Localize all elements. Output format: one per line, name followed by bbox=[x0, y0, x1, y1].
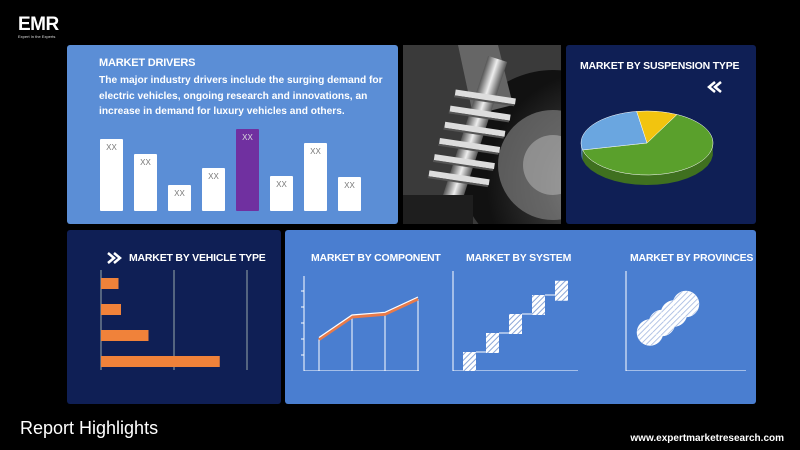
vehicle-bar-2 bbox=[101, 304, 121, 315]
driver-bar-7: XX bbox=[304, 143, 327, 211]
shock-absorber-image bbox=[403, 45, 561, 224]
driver-bar-4: XX bbox=[202, 168, 225, 211]
driver-bar-5: XX bbox=[236, 129, 259, 211]
driver-bar-3: XX bbox=[168, 185, 191, 211]
suspension-type-title: MARKET BY SUSPENSION TYPE bbox=[580, 60, 740, 72]
double-chevron-left-icon bbox=[707, 81, 722, 93]
logo-tagline: Expert In the Experts bbox=[18, 34, 56, 39]
system-title: MARKET BY SYSTEM bbox=[466, 252, 572, 264]
province-bubble-4 bbox=[672, 290, 700, 318]
system-bar-5 bbox=[555, 280, 568, 301]
component-line-shadow bbox=[318, 297, 419, 341]
system-bar-chart bbox=[452, 271, 578, 371]
segments-panel: MARKET BY COMPONENT MARKET BY SYSTEM MAR… bbox=[285, 230, 756, 404]
component-line-chart bbox=[301, 276, 419, 371]
pie-side-1 bbox=[582, 145, 713, 185]
driver-bar-2: XX bbox=[134, 154, 157, 211]
suspension-pie-chart bbox=[580, 110, 714, 185]
component-title: MARKET BY COMPONENT bbox=[311, 252, 441, 264]
vehicle-bar-4 bbox=[101, 356, 220, 367]
provinces-scatter-chart bbox=[625, 271, 746, 371]
system-bar-1 bbox=[463, 352, 476, 371]
drivers-bar-chart: XX XX XX XX XX XX XX XX bbox=[100, 129, 370, 211]
component-line bbox=[318, 296, 419, 338]
driver-bar-1: XX bbox=[100, 139, 123, 211]
suspension-type-panel: MARKET BY SUSPENSION TYPE bbox=[566, 45, 756, 224]
logo-text: EMR bbox=[18, 14, 59, 35]
report-highlights-label: Report Highlights bbox=[20, 418, 159, 438]
emr-logo[interactable]: EMR Expert In the Experts bbox=[18, 14, 59, 39]
market-drivers-panel: MARKET DRIVERS The major industry driver… bbox=[67, 45, 398, 224]
double-chevron-right-icon bbox=[107, 252, 122, 264]
driver-bar-8: XX bbox=[338, 177, 361, 211]
vehicle-type-title: MARKET BY VEHICLE TYPE bbox=[129, 252, 266, 264]
pie-slice-1 bbox=[582, 114, 714, 176]
driver-bar-6: XX bbox=[270, 176, 293, 211]
system-bar-2 bbox=[486, 333, 499, 353]
system-bar-3 bbox=[509, 314, 522, 334]
provinces-title: MARKET BY PROVINCES bbox=[630, 252, 754, 264]
system-bar-4 bbox=[532, 295, 545, 315]
market-drivers-title: MARKET DRIVERS bbox=[99, 57, 196, 69]
vehicle-bar-3 bbox=[101, 330, 149, 341]
vehicle-type-panel: MARKET BY VEHICLE TYPE bbox=[67, 230, 281, 404]
vehicle-bar-1 bbox=[101, 278, 119, 289]
vehicle-bar-chart bbox=[100, 270, 248, 370]
market-drivers-text: The major industry drivers include the s… bbox=[99, 75, 383, 117]
pie-slice-3 bbox=[636, 110, 678, 144]
website-link[interactable]: www.expertmarketresearch.com bbox=[630, 433, 784, 444]
suspension-photo bbox=[403, 45, 561, 224]
pie-slice-2 bbox=[580, 111, 648, 151]
